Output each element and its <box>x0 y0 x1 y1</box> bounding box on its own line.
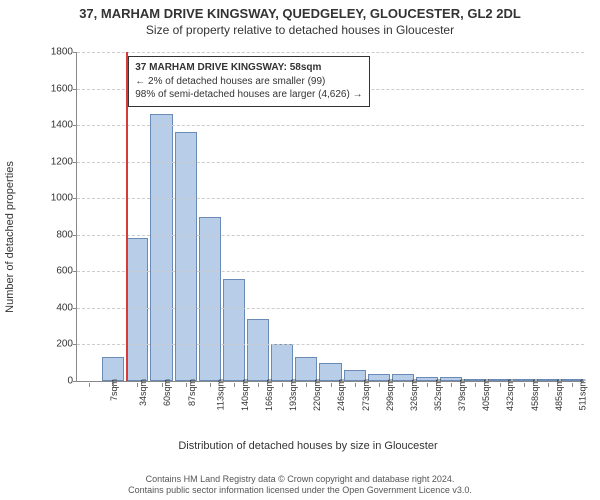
footer: Contains HM Land Registry data © Crown c… <box>0 474 600 497</box>
bar <box>295 357 317 381</box>
y-tick-label: 0 <box>41 376 73 387</box>
gridline <box>77 308 584 309</box>
x-tick-label: 220sqm <box>312 379 322 411</box>
y-tick-label: 600 <box>41 266 73 277</box>
annotation-line2: ← 2% of detached houses are smaller (99) <box>135 75 362 89</box>
gridline <box>77 344 584 345</box>
bar <box>247 319 269 381</box>
x-tick-label: 511sqm <box>577 379 587 410</box>
y-tick-label: 1200 <box>41 156 73 167</box>
gridline <box>77 52 584 53</box>
plot-area: 37 MARHAM DRIVE KINGSWAY: 58sqm ← 2% of … <box>76 52 584 382</box>
x-tick-label: 140sqm <box>240 379 250 411</box>
x-tick-label: 405sqm <box>481 379 491 411</box>
x-tick-label: 299sqm <box>385 379 395 411</box>
y-tick-label: 1000 <box>41 193 73 204</box>
x-tick-label: 326sqm <box>409 379 419 411</box>
bar <box>271 344 293 381</box>
x-axis-label: Distribution of detached houses by size … <box>178 440 437 452</box>
x-tick-label: 432sqm <box>505 379 515 411</box>
x-tick-label: 246sqm <box>336 379 346 411</box>
bar <box>150 114 172 381</box>
x-tick-label: 458sqm <box>530 379 540 411</box>
y-tick-label: 200 <box>41 339 73 350</box>
bar <box>126 238 148 381</box>
gridline <box>77 198 584 199</box>
chart-container: Number of detached properties 37 MARHAM … <box>28 52 588 422</box>
x-tick-label: 379sqm <box>457 379 467 411</box>
gridline <box>77 125 584 126</box>
x-tick-label: 113sqm <box>215 379 225 410</box>
footer-line1: Contains HM Land Registry data © Crown c… <box>0 474 600 485</box>
annotation-box: 37 MARHAM DRIVE KINGSWAY: 58sqm ← 2% of … <box>128 56 369 107</box>
gridline <box>77 235 584 236</box>
x-tick-label: 193sqm <box>288 379 298 411</box>
x-tick-label: 166sqm <box>264 379 274 411</box>
annotation-line3: 98% of semi-detached houses are larger (… <box>135 88 362 102</box>
y-tick-label: 1600 <box>41 83 73 94</box>
y-tick-label: 400 <box>41 302 73 313</box>
gridline <box>77 271 584 272</box>
y-axis-label: Number of detached properties <box>4 161 16 313</box>
y-tick-label: 800 <box>41 229 73 240</box>
bar <box>223 279 245 381</box>
bar <box>199 217 221 382</box>
y-tick-label: 1400 <box>41 120 73 131</box>
bar <box>102 357 124 381</box>
gridline <box>77 162 584 163</box>
footer-line2: Contains public sector information licen… <box>0 485 600 496</box>
x-tick-label: 273sqm <box>361 379 371 411</box>
page-subtitle: Size of property relative to detached ho… <box>0 21 600 37</box>
page-title: 37, MARHAM DRIVE KINGSWAY, QUEDGELEY, GL… <box>0 0 600 21</box>
x-tick-label: 485sqm <box>554 379 564 411</box>
annotation-line1: 37 MARHAM DRIVE KINGSWAY: 58sqm <box>135 61 362 75</box>
x-tick-label: 87sqm <box>187 379 197 406</box>
x-tick-label: 352sqm <box>433 379 443 411</box>
y-tick-label: 1800 <box>41 47 73 58</box>
x-tick-label: 60sqm <box>162 379 172 406</box>
x-tick-label: 34sqm <box>138 379 148 406</box>
